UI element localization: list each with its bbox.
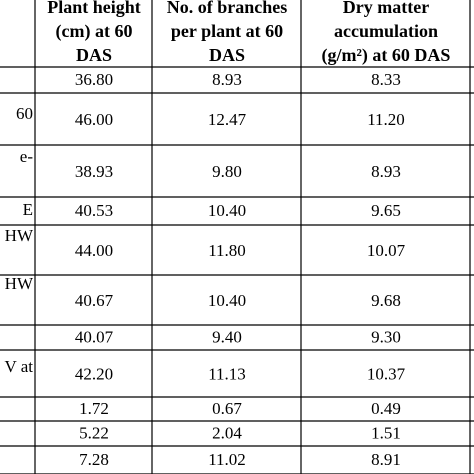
- header-text: DAS: [76, 45, 112, 65]
- cell-text: 8.93: [371, 162, 401, 181]
- cell-text: 11.13: [208, 364, 246, 383]
- grid-lines: [34, 0, 471, 474]
- cell-text: 9.65: [371, 201, 401, 220]
- cell-text: 10.40: [208, 291, 246, 310]
- row-label: V at: [5, 357, 34, 376]
- cell-text: 8.91: [371, 450, 401, 469]
- cell-text: 1.72: [79, 399, 109, 418]
- cell-text: 9.40: [212, 327, 242, 346]
- header-text: DAS: [209, 45, 245, 65]
- header-text: (cm) at 60: [56, 21, 133, 42]
- row-label: 60: [16, 104, 33, 123]
- cell-text: 10.40: [208, 201, 246, 220]
- cell-text: 9.80: [212, 162, 242, 181]
- cell-text: 40.67: [75, 291, 114, 310]
- header-text: (g/m²) at 60 DAS: [322, 45, 451, 66]
- header-text: No. of branches: [167, 0, 288, 17]
- cell-text: 10.37: [367, 364, 406, 383]
- cell-text: 8.33: [371, 70, 401, 89]
- cell-text: 11.20: [367, 110, 405, 129]
- cell-text: 44.00: [75, 241, 113, 260]
- header-text: accumulation: [334, 21, 438, 41]
- header-text: Plant height: [47, 0, 141, 17]
- row-label: HW: [5, 226, 34, 245]
- header-text: Dry matter: [343, 0, 429, 17]
- cell-text: 40.07: [75, 327, 114, 346]
- cell-text: 36.80: [75, 70, 113, 89]
- cell-text: 42.20: [75, 364, 113, 383]
- cell-text: 40.53: [75, 201, 113, 220]
- cell-text: 5.22: [79, 423, 109, 442]
- row-label: HW: [5, 274, 34, 293]
- cell-text: 11.80: [208, 241, 246, 260]
- cell-text: 10.07: [367, 241, 406, 260]
- cell-text: 7.28: [79, 450, 109, 469]
- cell-text: 38.93: [75, 162, 113, 181]
- row-label: E: [23, 200, 33, 219]
- cell-text: 0.49: [371, 399, 401, 418]
- cell-text: 8.93: [212, 70, 242, 89]
- cell-text: 11.02: [208, 450, 246, 469]
- cell-text: 46.00: [75, 110, 113, 129]
- cell-text: 12.47: [208, 110, 247, 129]
- row-label: e-: [20, 147, 34, 166]
- cell-text: 9.68: [371, 291, 401, 310]
- header-text: per plant at 60: [171, 21, 283, 41]
- cell-text: 1.51: [371, 423, 401, 442]
- cell-text: 2.04: [212, 423, 242, 442]
- cell-text: 0.67: [212, 399, 242, 418]
- cell-text: 9.30: [371, 327, 401, 346]
